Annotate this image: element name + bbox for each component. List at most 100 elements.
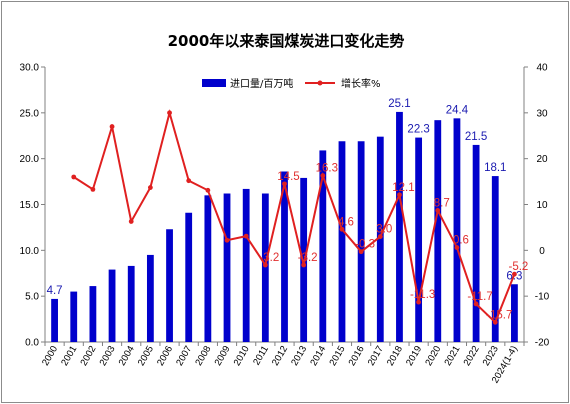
- bar-value-label: 6.3: [506, 270, 522, 282]
- growth-value-label: 14.5: [277, 171, 299, 183]
- growth-point: [301, 262, 307, 268]
- growth-point: [205, 187, 211, 193]
- growth-value-label: 0.6: [453, 235, 469, 247]
- bar: [108, 269, 116, 342]
- growth-point: [224, 237, 230, 243]
- bar: [185, 212, 193, 342]
- growth-line: [73, 108, 516, 325]
- legend-line-marker: [317, 80, 323, 86]
- bar: [223, 193, 231, 342]
- x-tick-label: 2001: [59, 344, 79, 368]
- growth-point: [147, 185, 153, 190]
- x-tick-label: 2000: [40, 344, 60, 368]
- x-tick-label: 2020: [423, 344, 443, 368]
- left-tick-label: 15.0: [20, 200, 40, 211]
- growth-value-label: -3.2: [298, 252, 318, 264]
- bar: [51, 298, 58, 342]
- bar-value-label: 25.1: [388, 98, 410, 110]
- bar: [242, 188, 250, 342]
- bar: [319, 150, 327, 342]
- bar: [89, 286, 97, 342]
- growth-point: [377, 234, 383, 239]
- x-tick-label: 2018: [385, 344, 405, 368]
- x-tick-label: 2022: [462, 344, 482, 368]
- left-tick-label: 0.0: [25, 338, 39, 349]
- growth-value-label: -5.2: [509, 261, 529, 273]
- x-tick-label: 2017: [366, 344, 386, 368]
- bar: [146, 254, 154, 342]
- growth-value-label: 3.0: [376, 224, 392, 236]
- bar-value-label: 4.7: [47, 285, 63, 297]
- x-tick-label: 2021: [442, 344, 462, 368]
- bar: [472, 144, 480, 342]
- growth-point: [90, 186, 96, 192]
- chart-title: 2000年以来泰国煤炭进口变化走势: [168, 32, 405, 50]
- bar: [127, 265, 135, 342]
- x-tick-label: 2008: [193, 344, 213, 368]
- x-tick-label: 2003: [98, 344, 118, 368]
- growth-point: [186, 178, 192, 184]
- x-tick-label: 2006: [155, 344, 175, 368]
- x-tick-label: 2007: [174, 344, 194, 368]
- right-tick-label: -10: [535, 292, 550, 303]
- bar: [300, 177, 308, 342]
- left-tick-label: 5.0: [25, 292, 39, 303]
- left-tick-label: 20.0: [20, 154, 40, 165]
- growth-value-label: 16.3: [316, 163, 338, 175]
- growth-value-label: -11.3: [410, 289, 435, 301]
- x-tick-label: 2002: [78, 344, 98, 368]
- x-tick-label: 2014: [308, 344, 328, 368]
- growth-value-label: -11.7: [467, 291, 492, 303]
- growth-value-label: 4.6: [338, 216, 354, 228]
- growth-point: [339, 226, 345, 232]
- left-tick-label: 10.0: [20, 246, 40, 257]
- right-tick-label: 10: [536, 200, 548, 211]
- growth-point: [167, 110, 172, 116]
- right-tick-label: 40: [536, 63, 548, 74]
- bar: [453, 118, 461, 342]
- bar: [491, 176, 499, 342]
- legend: 进口量/百万吨 增长率%: [202, 77, 381, 90]
- growth-value-label: 8.7: [434, 197, 450, 209]
- growth-point: [109, 124, 115, 129]
- growth-point: [243, 233, 249, 239]
- bar-value-label: 18.1: [484, 162, 506, 174]
- growth-point: [397, 192, 402, 198]
- bar: [415, 137, 423, 342]
- x-tick-label: 2015: [327, 344, 347, 368]
- bar: [338, 141, 346, 342]
- bar: [70, 291, 78, 342]
- x-tick-label: 2016: [347, 344, 367, 368]
- bar: [396, 111, 403, 343]
- x-tick-label: 2011: [251, 344, 271, 367]
- bar: [166, 229, 173, 342]
- bar: [261, 193, 269, 342]
- growth-point: [473, 301, 479, 307]
- bar: [204, 195, 212, 342]
- plot-area: 0.0 5.0 10.0 15.0 20.0 25.0 30.0 -20 -10 0 10 20 30 4…: [20, 63, 550, 386]
- bar-value-label: 24.4: [446, 104, 469, 116]
- bar-value-label: 21.5: [465, 131, 487, 143]
- growth-point: [492, 319, 498, 325]
- right-tick-label: -20: [535, 338, 550, 349]
- bar-value-label: 22.3: [407, 124, 429, 136]
- growth-point: [320, 173, 326, 179]
- right-tick-label: 20: [536, 154, 548, 165]
- left-tick-label: 30.0: [20, 63, 40, 74]
- x-tick-label: 2019: [404, 344, 424, 368]
- x-tick-label: 2009: [213, 344, 233, 368]
- bar: [357, 141, 365, 342]
- growth-point: [282, 181, 287, 187]
- legend-bar-label: 进口量/百万吨: [230, 77, 293, 90]
- x-tick-label: 2013: [289, 344, 309, 368]
- right-tick-label: 30: [536, 108, 548, 119]
- growth-point: [128, 219, 134, 224]
- bar: [281, 171, 288, 342]
- growth-point: [262, 262, 268, 268]
- bar: [376, 136, 384, 342]
- growth-value-label: -15.7: [486, 309, 512, 321]
- x-tick-label: 2012: [270, 344, 290, 368]
- growth-point: [454, 245, 460, 250]
- legend-bar-swatch: [202, 79, 226, 87]
